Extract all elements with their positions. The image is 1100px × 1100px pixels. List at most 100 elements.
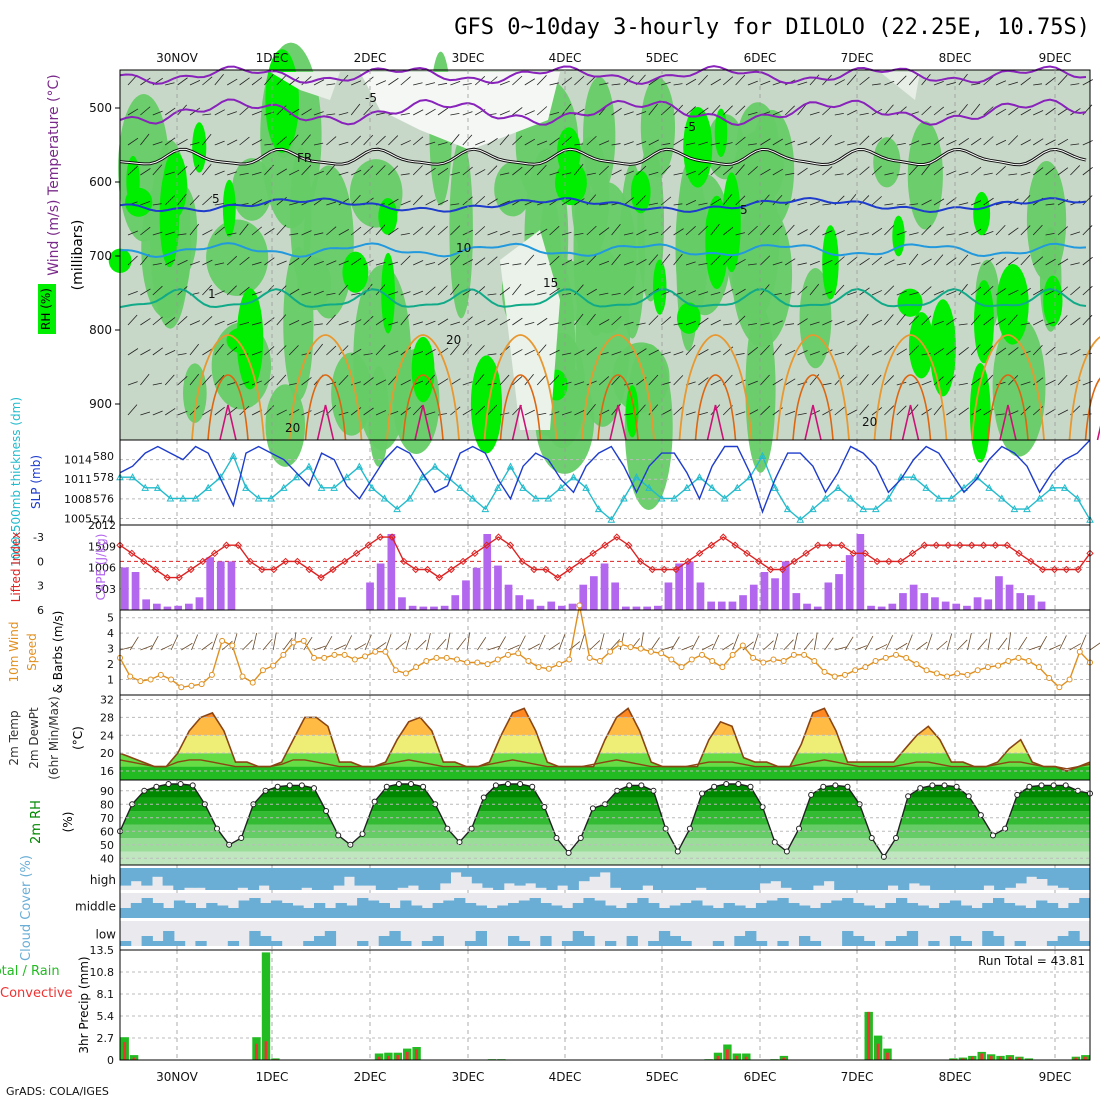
wind-barb xyxy=(1020,405,1031,416)
wind-barb xyxy=(437,347,449,356)
wind-barb xyxy=(958,202,969,206)
wind-barb xyxy=(338,198,350,206)
cloud-bar-middle xyxy=(238,900,250,918)
wind-barb xyxy=(1020,287,1031,296)
wind-barb xyxy=(1045,379,1056,386)
lifted-index-series-point xyxy=(908,549,917,558)
wind-barb xyxy=(289,233,299,236)
wind-speed-series-point xyxy=(464,659,471,666)
wind-barb xyxy=(648,404,659,416)
wind-barb xyxy=(524,374,534,386)
cloud-bar-low xyxy=(960,941,972,946)
cloud-bar-high xyxy=(184,868,196,888)
wind-barb xyxy=(760,374,770,386)
wind-barb-10m xyxy=(466,632,471,651)
wind-barb xyxy=(611,254,621,266)
wind-barb xyxy=(884,225,895,236)
credit: GrADS: COLA/IGES xyxy=(6,1085,109,1098)
wind-barb xyxy=(536,228,548,236)
wind-barb xyxy=(388,77,399,86)
cloud-bar-high xyxy=(365,868,377,886)
cloud-bar-high xyxy=(834,868,846,890)
wind-barb xyxy=(822,409,833,416)
precip-frame xyxy=(119,949,1091,1061)
cloud-bar-middle xyxy=(626,903,638,918)
rh2m-series-point xyxy=(626,782,633,789)
wind-speed-series-point xyxy=(852,667,859,674)
wind-barb xyxy=(177,138,188,146)
wind-barb xyxy=(412,165,423,176)
cloud-bar-high xyxy=(493,868,505,890)
wind-barb xyxy=(822,320,833,326)
wind-barb-10m xyxy=(619,632,625,651)
wind-barb xyxy=(970,286,982,296)
cape-bar xyxy=(195,597,204,610)
wind-barb xyxy=(127,348,139,356)
thickness-series-point xyxy=(1060,483,1069,491)
wind-barb xyxy=(313,170,324,176)
wind-barb xyxy=(1045,321,1056,326)
wind-barb xyxy=(1020,77,1031,86)
precip-tick: 0 xyxy=(107,1054,114,1067)
wind-barb xyxy=(809,225,820,236)
rh2m-series-point xyxy=(1002,825,1009,832)
cloud-bar-high xyxy=(866,868,878,890)
wind-speed-series-point xyxy=(903,654,910,661)
cloud-bar-middle xyxy=(637,898,649,918)
wind-barb xyxy=(152,110,163,116)
wind-barb xyxy=(350,348,362,356)
wind-barb xyxy=(413,290,424,296)
wind-barb-10m xyxy=(956,639,968,651)
cloud-bar-middle xyxy=(777,898,789,918)
rh2m-series-point xyxy=(274,783,281,790)
wind-barb xyxy=(971,82,981,86)
cloud-bar-high xyxy=(237,868,249,888)
wind-barb xyxy=(164,408,176,416)
precip-convective-bar xyxy=(377,1056,381,1060)
wind-barb xyxy=(660,253,671,266)
cloud-bar-middle xyxy=(852,903,865,918)
wind-barb xyxy=(859,195,870,206)
lifted-index-series-point xyxy=(624,541,633,549)
wind-barb xyxy=(251,171,262,176)
wind-barb-10m xyxy=(783,639,794,651)
wind-barb xyxy=(326,83,336,86)
wind-barb xyxy=(214,109,225,116)
wind-barb xyxy=(1057,138,1069,146)
rh-tick: 80 xyxy=(100,798,114,811)
wind-barb xyxy=(846,167,858,176)
cloud-bar-high xyxy=(1015,868,1027,884)
wind-barb xyxy=(921,380,932,386)
cloud-bar-middle xyxy=(702,905,714,918)
wind-barb-10m xyxy=(558,634,566,651)
cloud-bar-high xyxy=(290,868,302,890)
wind-barb xyxy=(735,411,746,416)
rh-high-area xyxy=(378,198,398,235)
cloud-bar-middle xyxy=(939,903,951,918)
rh2m-series-point xyxy=(711,783,718,790)
wind-barb xyxy=(698,202,708,206)
wind-barb xyxy=(908,74,919,86)
wind-speed-series-point xyxy=(1025,658,1032,664)
rh2m-unit-label: (%) xyxy=(61,812,75,833)
cape-bar xyxy=(462,580,470,610)
thickness-series-point xyxy=(443,473,452,481)
rh-mid-area xyxy=(283,247,314,401)
thickness-series-point xyxy=(809,505,817,513)
cloud-bar-high xyxy=(930,868,942,890)
wind-barb xyxy=(1008,227,1019,236)
wind-barb xyxy=(164,107,176,116)
cape-bar xyxy=(728,601,737,610)
wind-barb xyxy=(574,381,585,386)
wind-barb xyxy=(884,345,895,356)
wind-barb xyxy=(586,172,596,176)
wind-barb xyxy=(909,232,919,236)
wind-barb xyxy=(1020,171,1031,176)
wind-barb xyxy=(1045,289,1056,296)
wind-barb xyxy=(313,79,325,86)
rh2m-series-point xyxy=(311,785,317,792)
cloud-bar-low xyxy=(432,936,444,946)
wind-barb xyxy=(611,169,622,176)
wind-barb xyxy=(536,106,548,116)
cape-tick: 1509 xyxy=(88,540,116,553)
